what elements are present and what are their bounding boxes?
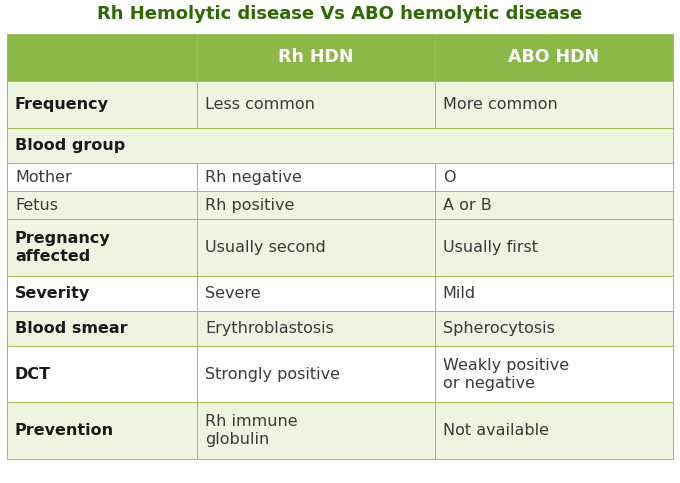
Bar	[7, 346, 197, 402]
Text: Blood smear: Blood smear	[15, 321, 128, 336]
Text: Severe: Severe	[205, 286, 260, 301]
Text: Spherocytosis: Spherocytosis	[443, 321, 555, 336]
Bar	[435, 81, 673, 128]
Bar	[7, 163, 197, 191]
Bar	[435, 346, 673, 402]
Text: Strongly positive: Strongly positive	[205, 367, 340, 382]
Bar	[197, 346, 435, 402]
Bar	[197, 219, 435, 276]
Bar	[7, 128, 673, 163]
Bar	[435, 34, 673, 81]
Text: Rh negative: Rh negative	[205, 170, 302, 185]
Bar	[7, 81, 197, 128]
Text: DCT: DCT	[15, 367, 51, 382]
Text: Weakly positive
or negative: Weakly positive or negative	[443, 357, 569, 391]
Text: Mother: Mother	[15, 170, 71, 185]
Text: O: O	[443, 170, 456, 185]
Bar	[435, 311, 673, 346]
Bar	[197, 191, 435, 219]
Text: Frequency: Frequency	[15, 97, 109, 112]
Text: Rh positive: Rh positive	[205, 198, 294, 213]
Bar	[7, 311, 197, 346]
Bar	[197, 163, 435, 191]
Text: ABO HDN: ABO HDN	[508, 48, 599, 66]
Text: Less common: Less common	[205, 97, 315, 112]
Text: Prevention: Prevention	[15, 423, 114, 438]
Text: Fetus: Fetus	[15, 198, 58, 213]
Bar	[7, 402, 197, 459]
Text: More common: More common	[443, 97, 558, 112]
Text: Pregnancy
affected: Pregnancy affected	[15, 231, 111, 264]
Bar	[435, 163, 673, 191]
Text: Blood group: Blood group	[15, 138, 125, 153]
Bar	[435, 219, 673, 276]
Text: Rh Hemolytic disease Vs ABO hemolytic disease: Rh Hemolytic disease Vs ABO hemolytic di…	[97, 5, 583, 23]
Bar	[197, 311, 435, 346]
Text: Mild: Mild	[443, 286, 476, 301]
Bar	[435, 402, 673, 459]
Text: Usually second: Usually second	[205, 240, 326, 255]
Bar	[7, 34, 197, 81]
Bar	[7, 191, 197, 219]
Bar	[435, 276, 673, 311]
Text: A or B: A or B	[443, 198, 492, 213]
Bar	[197, 276, 435, 311]
Text: Severity: Severity	[15, 286, 90, 301]
Bar	[7, 276, 197, 311]
Bar	[7, 219, 197, 276]
Bar	[197, 81, 435, 128]
Text: Not available: Not available	[443, 423, 549, 438]
Text: Erythroblastosis: Erythroblastosis	[205, 321, 334, 336]
Bar	[197, 34, 435, 81]
Text: Rh immune
globulin: Rh immune globulin	[205, 414, 298, 447]
Text: Usually first: Usually first	[443, 240, 538, 255]
Bar	[197, 402, 435, 459]
Bar	[435, 191, 673, 219]
Text: Rh HDN: Rh HDN	[278, 48, 354, 66]
